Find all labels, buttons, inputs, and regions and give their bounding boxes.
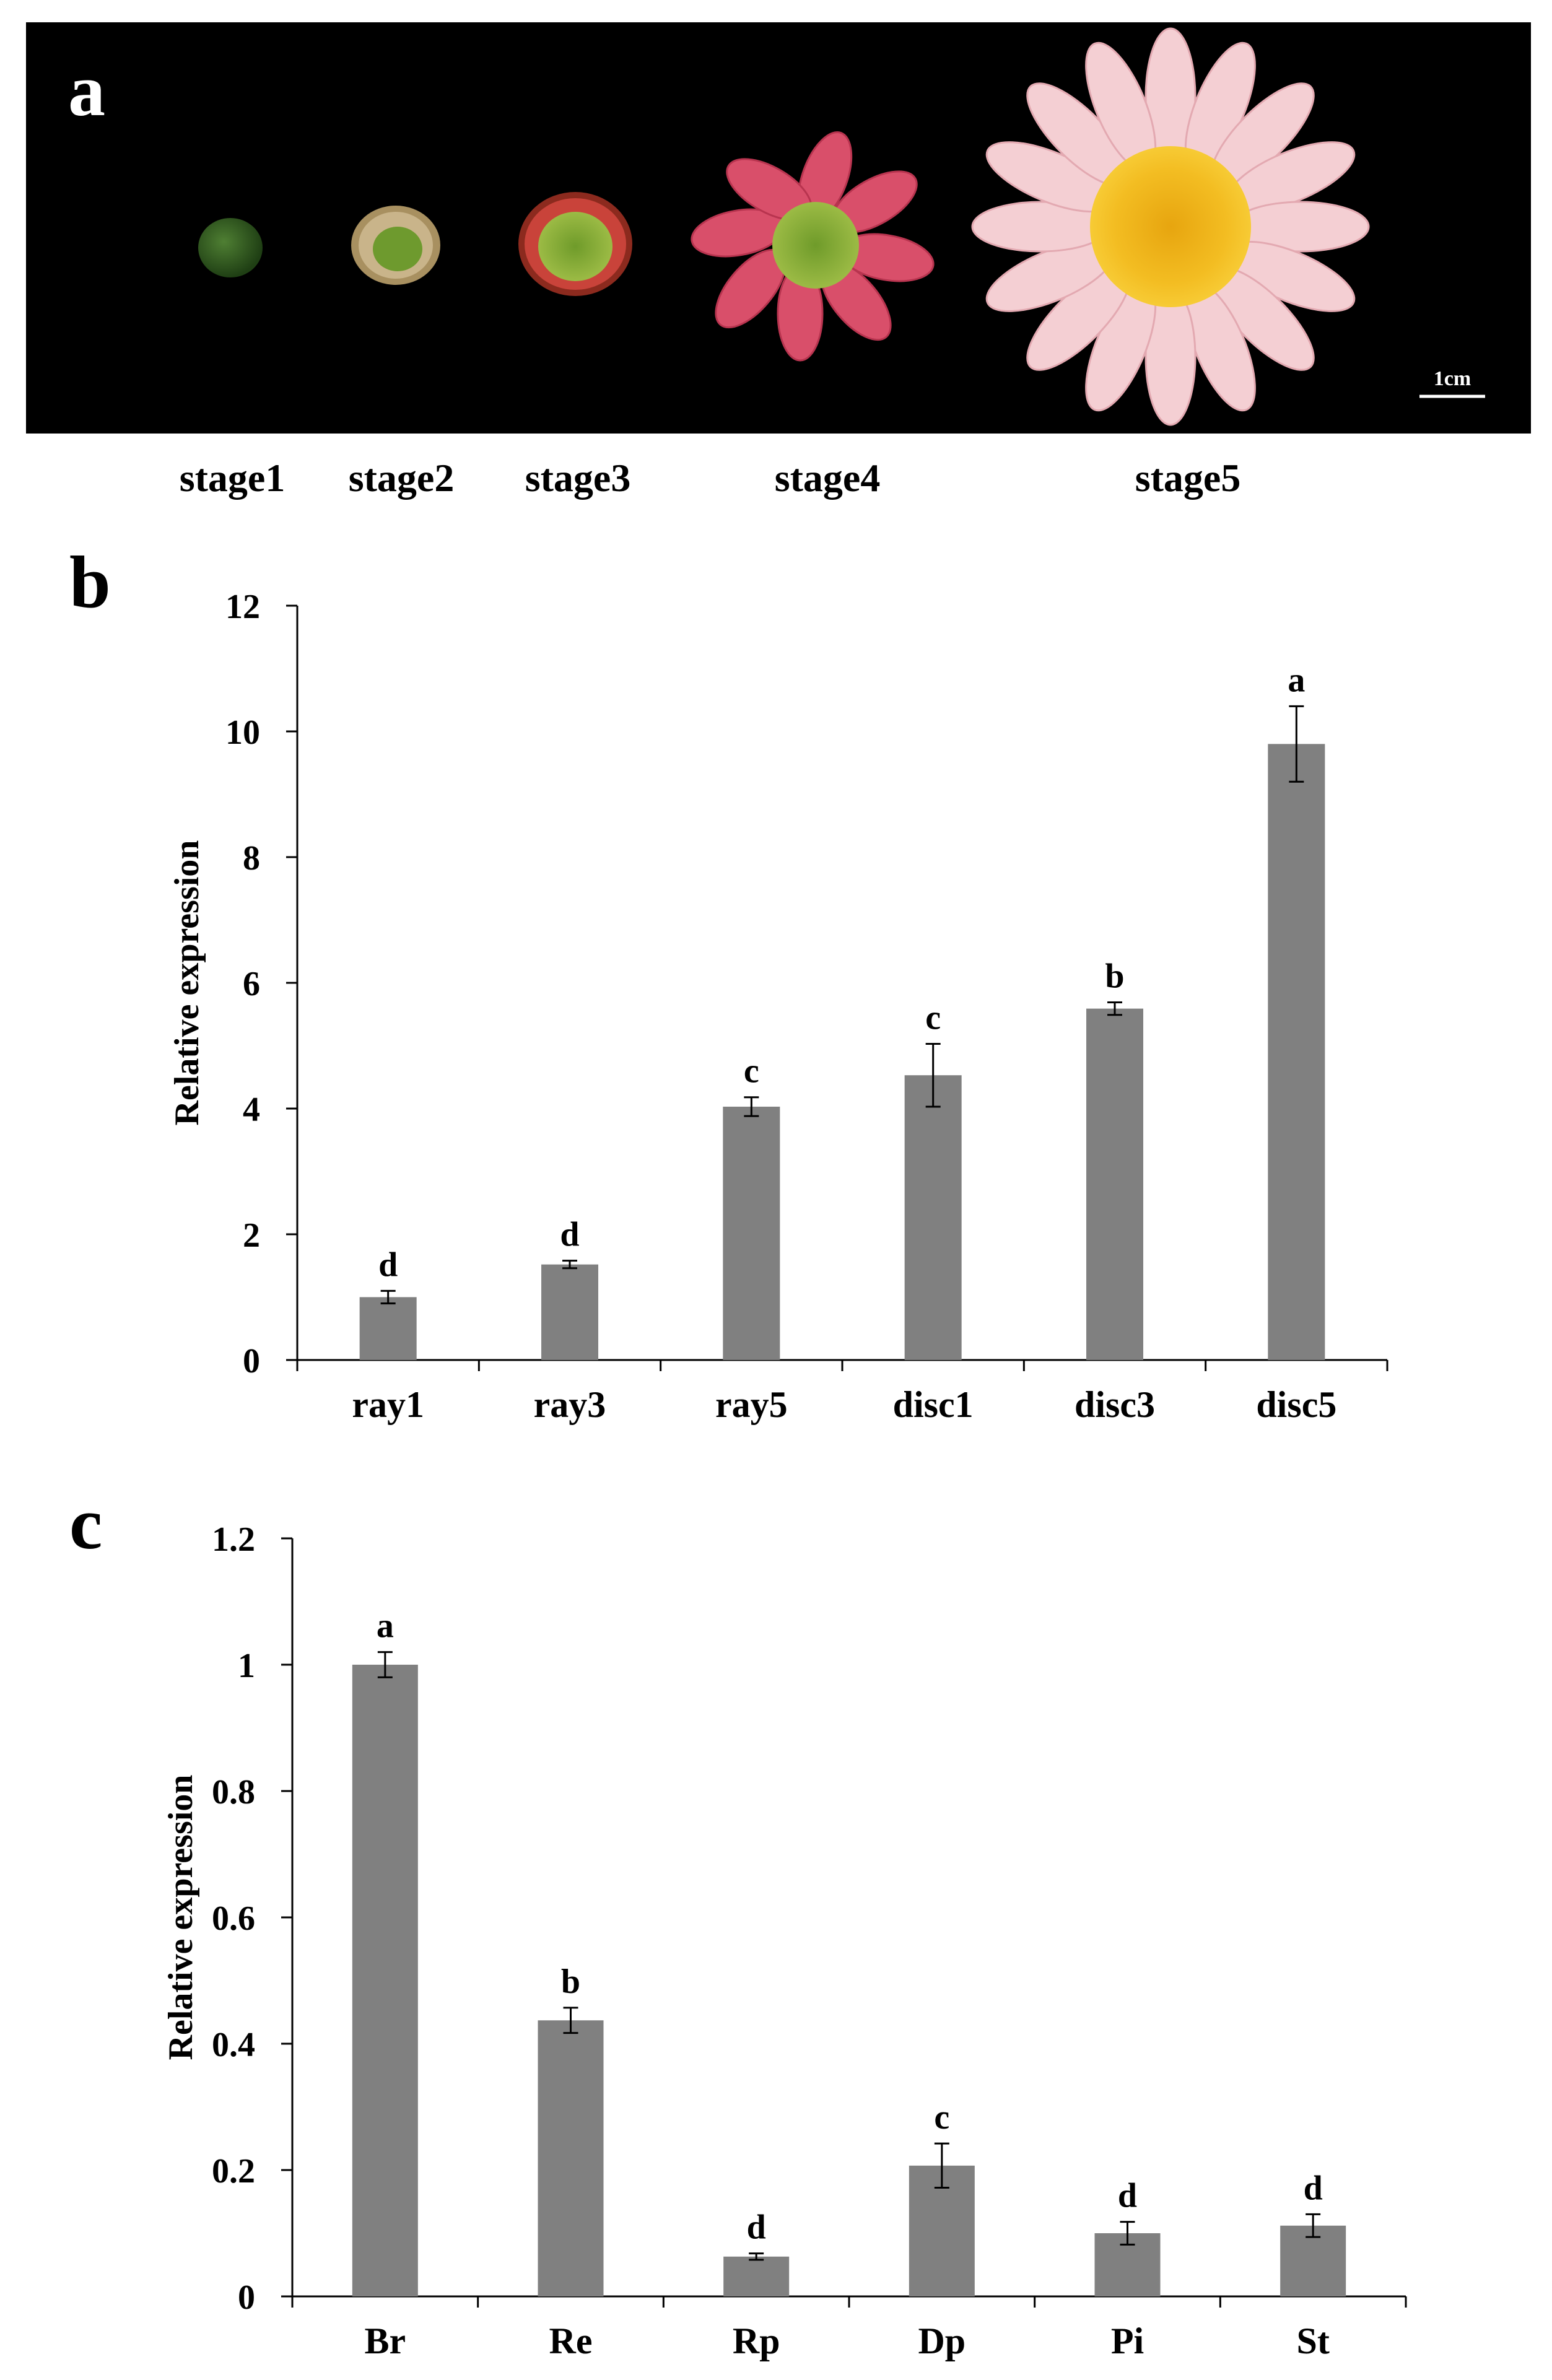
chart-c: 0 0.2 0.4 0.6 0.8 1 1.2 Relative expression a Br b… (162, 1520, 1407, 2361)
x-tick-label: ray5 (715, 1384, 788, 1425)
stage-label-1: stage1 (179, 456, 286, 500)
x-tick-label: St (1296, 2321, 1329, 2361)
bar-disc5 (1268, 744, 1325, 1360)
significance-letter: c (934, 2098, 949, 2137)
flower-stages-illustration: 1cm (198, 27, 1485, 426)
chart-b: 0 2 4 6 8 10 12 Relative expression d ray1 d ray3 c r… (168, 588, 1389, 1425)
stage-label-5: stage5 (1135, 456, 1241, 500)
stage5-flower (971, 27, 1370, 426)
y-tick-label: 4 (243, 1091, 260, 1129)
stage4-flower (691, 131, 935, 362)
y-tick-label: 1 (238, 1647, 255, 1685)
x-tick-label: ray3 (534, 1384, 606, 1425)
y-tick-label: 10 (225, 713, 260, 752)
significance-letter: d (747, 2208, 766, 2247)
stage2-bud (351, 206, 440, 285)
y-tick-label: 6 (243, 965, 260, 1003)
panel-letter-c: c (69, 1482, 103, 1564)
significance-letter: d (378, 1245, 398, 1284)
significance-letter: c (744, 1052, 759, 1091)
stage-label-2: stage2 (348, 456, 455, 500)
bar-disc3 (1086, 1008, 1143, 1360)
significance-letter: d (1304, 2169, 1323, 2207)
x-tick-label: Pi (1111, 2321, 1144, 2361)
bar-ray3 (541, 1264, 598, 1360)
x-tick-label: disc1 (893, 1384, 974, 1425)
panel-letter-a: a (68, 49, 105, 131)
y-tick-label: 12 (225, 588, 260, 626)
y-tick-label: 0.4 (212, 2026, 255, 2064)
x-tick-label: ray1 (352, 1384, 424, 1425)
scale-bar-label: 1cm (1434, 367, 1471, 390)
significance-letter: b (561, 1963, 580, 2001)
panel-letter-b: b (69, 541, 111, 623)
y-tick-label: 0.8 (212, 1773, 255, 1811)
x-tick-label: Dp (918, 2321, 966, 2361)
flower-stages-photo: 1cm (26, 22, 1531, 434)
significance-letter: a (377, 1607, 394, 1646)
stage3-flower (518, 192, 632, 296)
y-tick-label: 2 (243, 1216, 260, 1255)
x-tick-label: Rp (733, 2321, 780, 2361)
significance-letter: b (1105, 957, 1124, 995)
y-tick-label: 0.2 (212, 2152, 255, 2190)
stage1-bud (198, 218, 263, 277)
x-tick-label: Br (365, 2321, 406, 2361)
y-axis-label: Relative expression (168, 840, 206, 1126)
x-tick-label: Re (549, 2321, 593, 2361)
significance-letter: c (925, 998, 941, 1037)
significance-letter: a (1288, 661, 1305, 699)
y-axis-label: Relative expression (162, 1775, 200, 2060)
y-tick-label: 0 (238, 2278, 255, 2317)
bar-ray1 (359, 1297, 417, 1360)
significance-letter: d (1118, 2177, 1137, 2215)
bar-Br (352, 1665, 418, 2296)
bar-disc1 (904, 1075, 962, 1360)
stage-label-3: stage3 (525, 456, 631, 500)
bar-Re (538, 2020, 604, 2296)
y-tick-label: 0.6 (212, 1899, 255, 1938)
bar-Rp (723, 2256, 790, 2296)
y-tick-label: 8 (243, 839, 260, 878)
scale-bar: 1cm (1419, 367, 1485, 398)
stage-label-4: stage4 (774, 456, 881, 500)
y-tick-label: 1.2 (212, 1520, 255, 1559)
x-tick-label: disc3 (1075, 1384, 1155, 1425)
significance-letter: d (560, 1216, 579, 1254)
x-tick-label: disc5 (1256, 1384, 1336, 1425)
y-tick-label: 0 (243, 1342, 260, 1380)
bar-ray5 (723, 1106, 780, 1360)
